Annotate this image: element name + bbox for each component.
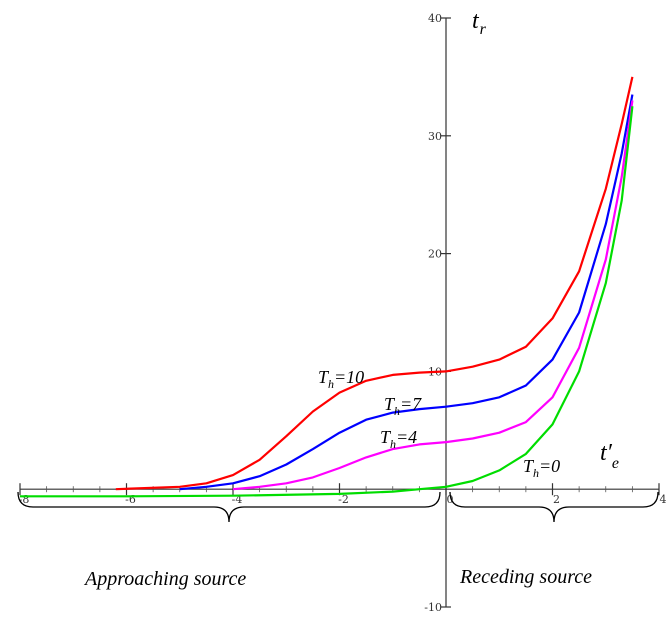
series-line-2 (232, 100, 634, 491)
x-tick-label: 2 (553, 493, 560, 506)
y-axis-label: tr (472, 8, 487, 38)
braces (17, 491, 659, 523)
series-label-3: Th=0 (523, 456, 560, 480)
series-label-rest: =10 (334, 367, 364, 387)
y-tick-label: 30 (428, 130, 442, 143)
series-group (20, 76, 634, 498)
x-tick-label: 0 (447, 493, 454, 506)
y-tick-label: 40 (428, 12, 442, 25)
series-label-sub: h (328, 377, 334, 391)
approaching-label: Approaching source (83, 568, 246, 590)
x-tick-label: -4 (232, 493, 243, 506)
receding-label: Receding source (459, 566, 592, 588)
x-tick-label: 4 (660, 493, 667, 506)
y-tick-label: -10 (424, 601, 442, 614)
series-line-3 (20, 106, 634, 498)
series-label-sub: h (390, 437, 396, 451)
series-label-sub: h (533, 466, 539, 480)
y-tick-label: 20 (428, 248, 442, 261)
series-label-sub: h (394, 404, 400, 418)
series-line-1 (179, 94, 634, 491)
x-tick-label: -8 (19, 493, 30, 506)
x-axis-label-sub: e (612, 455, 619, 472)
approaching-brace (17, 491, 441, 523)
series-line-0 (115, 76, 634, 491)
x-tick-label: -6 (125, 493, 136, 506)
series-label-0: Th=10 (318, 367, 364, 391)
axes (20, 18, 659, 607)
series-label-rest: =0 (539, 456, 560, 476)
series-label-rest: =7 (400, 394, 422, 414)
y-axis-label-sub: r (480, 21, 487, 38)
receding-brace (449, 491, 659, 523)
series-label-rest: =4 (396, 427, 417, 447)
x-axis-label: t′e (600, 440, 619, 472)
x-tick-label: -2 (338, 493, 349, 506)
